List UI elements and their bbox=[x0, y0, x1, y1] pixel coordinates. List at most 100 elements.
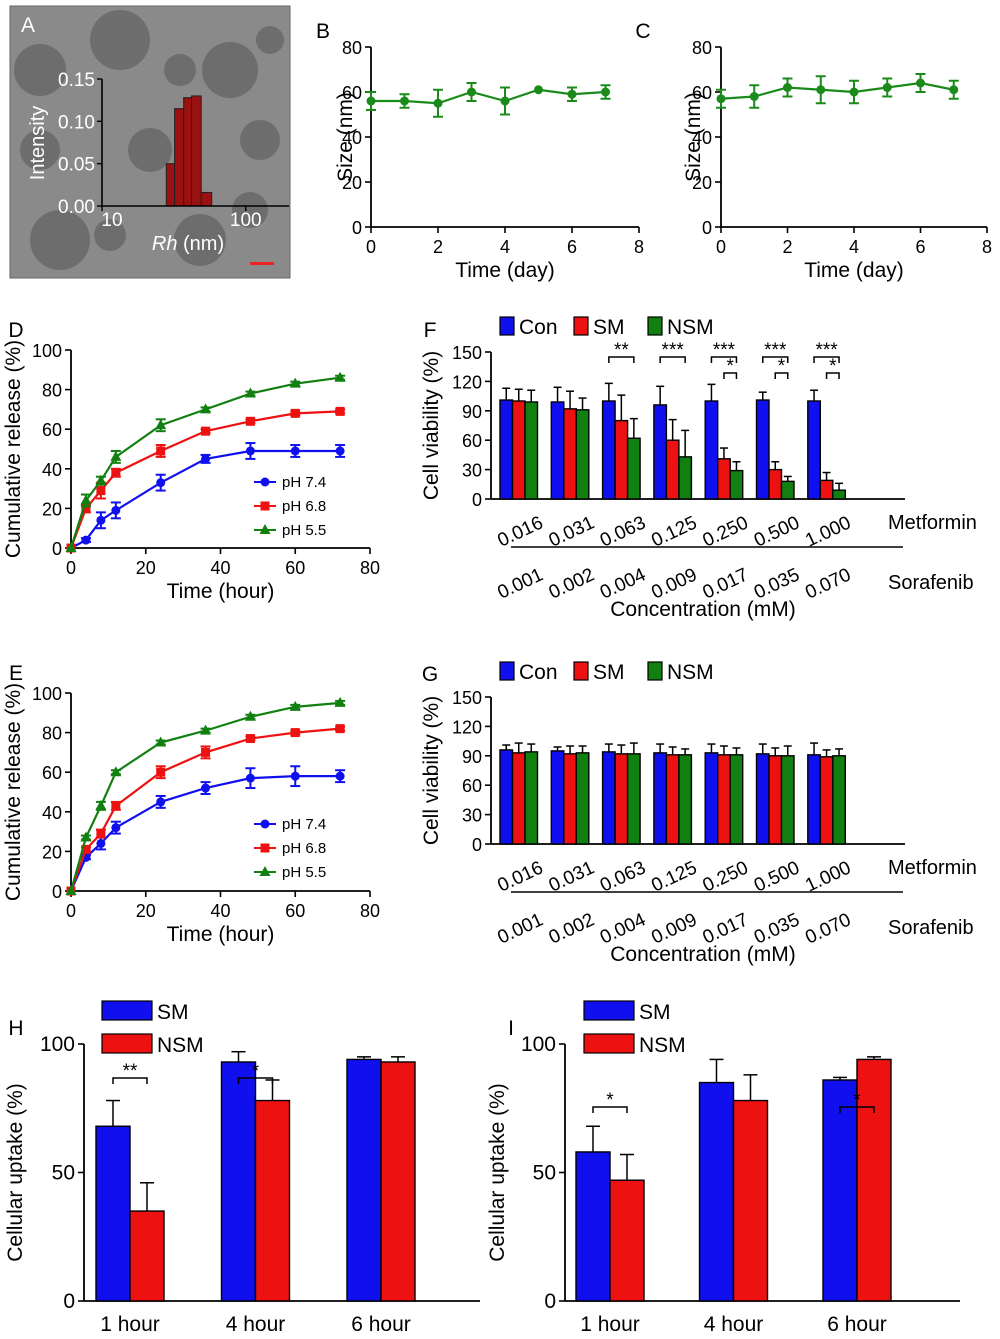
panel-H: 0 50 100 Cellular uptake (%) 1 hour 4 hour 6 h… bbox=[4, 1000, 480, 1336]
tem-particle bbox=[164, 54, 196, 86]
panel-letter-i: I bbox=[508, 1017, 514, 1040]
tem-frame bbox=[9, 5, 291, 279]
data-point bbox=[749, 92, 759, 101]
inset-y-tick-label: 0.15 bbox=[58, 70, 95, 91]
bar-con bbox=[550, 401, 565, 500]
x-tick-label: 60 bbox=[285, 901, 305, 921]
panel-D: 0 20 40 60 80 100 0 20 40 60 80 Time (hour) Cumulati… bbox=[2, 340, 380, 603]
panel-letter-h: H bbox=[8, 1017, 23, 1040]
bar-con bbox=[755, 399, 770, 500]
x-tick-label-metformin: 0.500 bbox=[751, 512, 803, 551]
bar-sm bbox=[768, 755, 783, 845]
y-tick-label: 40 bbox=[42, 460, 62, 480]
legend-marker bbox=[260, 477, 270, 487]
bar-con bbox=[807, 754, 821, 845]
x-tick-label-sorafenib: 0.002 bbox=[546, 564, 598, 603]
y-tick-label: 0 bbox=[472, 835, 482, 855]
y-tick-label: 0 bbox=[52, 539, 62, 559]
tem-particle bbox=[90, 10, 150, 70]
data-point bbox=[334, 371, 346, 382]
bar-sm bbox=[511, 400, 526, 500]
histogram-bar bbox=[174, 108, 185, 207]
data-point bbox=[289, 700, 301, 711]
panel-letter-d: D bbox=[8, 319, 23, 342]
y-tick-label: 50 bbox=[533, 1162, 556, 1185]
x-tick-label: 20 bbox=[136, 558, 156, 578]
legend-swatch bbox=[573, 661, 589, 681]
legend-label: pH 5.5 bbox=[282, 864, 326, 881]
y-tick-label: 60 bbox=[462, 776, 482, 796]
panel-I: 0 50 100 Cellular uptake (%) 1 hour 4 hour 6 h… bbox=[486, 1000, 960, 1336]
legend-marker bbox=[259, 866, 271, 876]
data-point bbox=[245, 773, 255, 783]
legend-label: NSM bbox=[667, 661, 714, 684]
x-tick-label-metformin: 0.031 bbox=[546, 857, 598, 896]
bar-nsm bbox=[832, 755, 846, 845]
panel-E: 0 20 40 60 80 100 0 20 40 60 80 Time (hour) Cumulati… bbox=[2, 683, 380, 946]
y-tick-label: 90 bbox=[462, 747, 482, 767]
significance-bracket bbox=[237, 1077, 274, 1084]
y-tick-label: 150 bbox=[452, 343, 482, 363]
x-tick-label: 4 hour bbox=[704, 1313, 764, 1336]
tem-particle bbox=[14, 44, 66, 96]
significance-stars: *** bbox=[662, 340, 685, 361]
data-point bbox=[500, 96, 510, 106]
data-point bbox=[95, 474, 107, 485]
bar-con bbox=[499, 399, 514, 500]
data-point bbox=[335, 724, 345, 734]
x-tick-label: 40 bbox=[210, 901, 230, 921]
data-point bbox=[111, 505, 121, 515]
y-tick-label: 50 bbox=[52, 1162, 75, 1185]
tem-particle bbox=[30, 210, 90, 270]
x-tick-label-metformin: 0.125 bbox=[648, 857, 700, 896]
data-point bbox=[81, 503, 91, 513]
data-point bbox=[96, 486, 106, 496]
inset-x-label: Rh (nm) bbox=[152, 233, 224, 255]
significance-stars: * bbox=[853, 1090, 861, 1111]
histogram-bar bbox=[191, 95, 202, 207]
bar-sm bbox=[220, 1061, 257, 1302]
bar-nsm bbox=[609, 1179, 645, 1302]
x-tick-label: 4 bbox=[500, 237, 510, 257]
tem-particle bbox=[256, 26, 284, 54]
legend-label: SM bbox=[593, 316, 625, 339]
data-point bbox=[156, 446, 166, 456]
panel-A: A 0.00 0.05 0.10 0.15 10 100 Intensity Rh (nm) bbox=[9, 5, 291, 279]
bar-sm bbox=[822, 1079, 858, 1302]
x-tick-label: 40 bbox=[210, 558, 230, 578]
inset-y-tick-label: 0.05 bbox=[58, 155, 95, 176]
x-tick-label: 2 bbox=[433, 237, 443, 257]
x-tick-label: 6 hour bbox=[827, 1313, 887, 1336]
row-label-metformin: Metformin bbox=[888, 512, 977, 534]
significance-stars: * bbox=[252, 1061, 260, 1082]
bar-sm bbox=[819, 479, 834, 500]
bar-nsm bbox=[524, 751, 539, 845]
y-tick-label: 0 bbox=[52, 882, 62, 902]
data-point bbox=[244, 387, 256, 398]
legend-label: NSM bbox=[639, 1034, 686, 1057]
legend-label: NSM bbox=[667, 316, 714, 339]
legend-swatch bbox=[647, 661, 663, 681]
data-point bbox=[334, 696, 346, 707]
data-point bbox=[335, 771, 345, 781]
y-tick-label: 0 bbox=[352, 218, 362, 238]
bar-nsm bbox=[626, 753, 641, 845]
y-tick-label: 0 bbox=[63, 1290, 75, 1313]
data-point bbox=[111, 468, 121, 478]
significance-stars: * bbox=[829, 356, 837, 377]
x-tick-label: 60 bbox=[285, 558, 305, 578]
y-tick-label: 60 bbox=[462, 431, 482, 451]
data-point bbox=[882, 83, 892, 92]
tem-particle bbox=[202, 42, 258, 98]
significance-bracket bbox=[710, 356, 738, 363]
panel-letter-b: B bbox=[316, 20, 330, 43]
bar-nsm bbox=[575, 409, 590, 500]
data-point bbox=[156, 797, 166, 807]
y-tick-label: 80 bbox=[42, 381, 62, 401]
legend-label: SM bbox=[639, 1001, 671, 1024]
histogram-bar bbox=[165, 163, 176, 207]
y-tick-label: 100 bbox=[32, 341, 62, 361]
data-point bbox=[96, 829, 106, 839]
y-tick-label: 150 bbox=[452, 688, 482, 708]
